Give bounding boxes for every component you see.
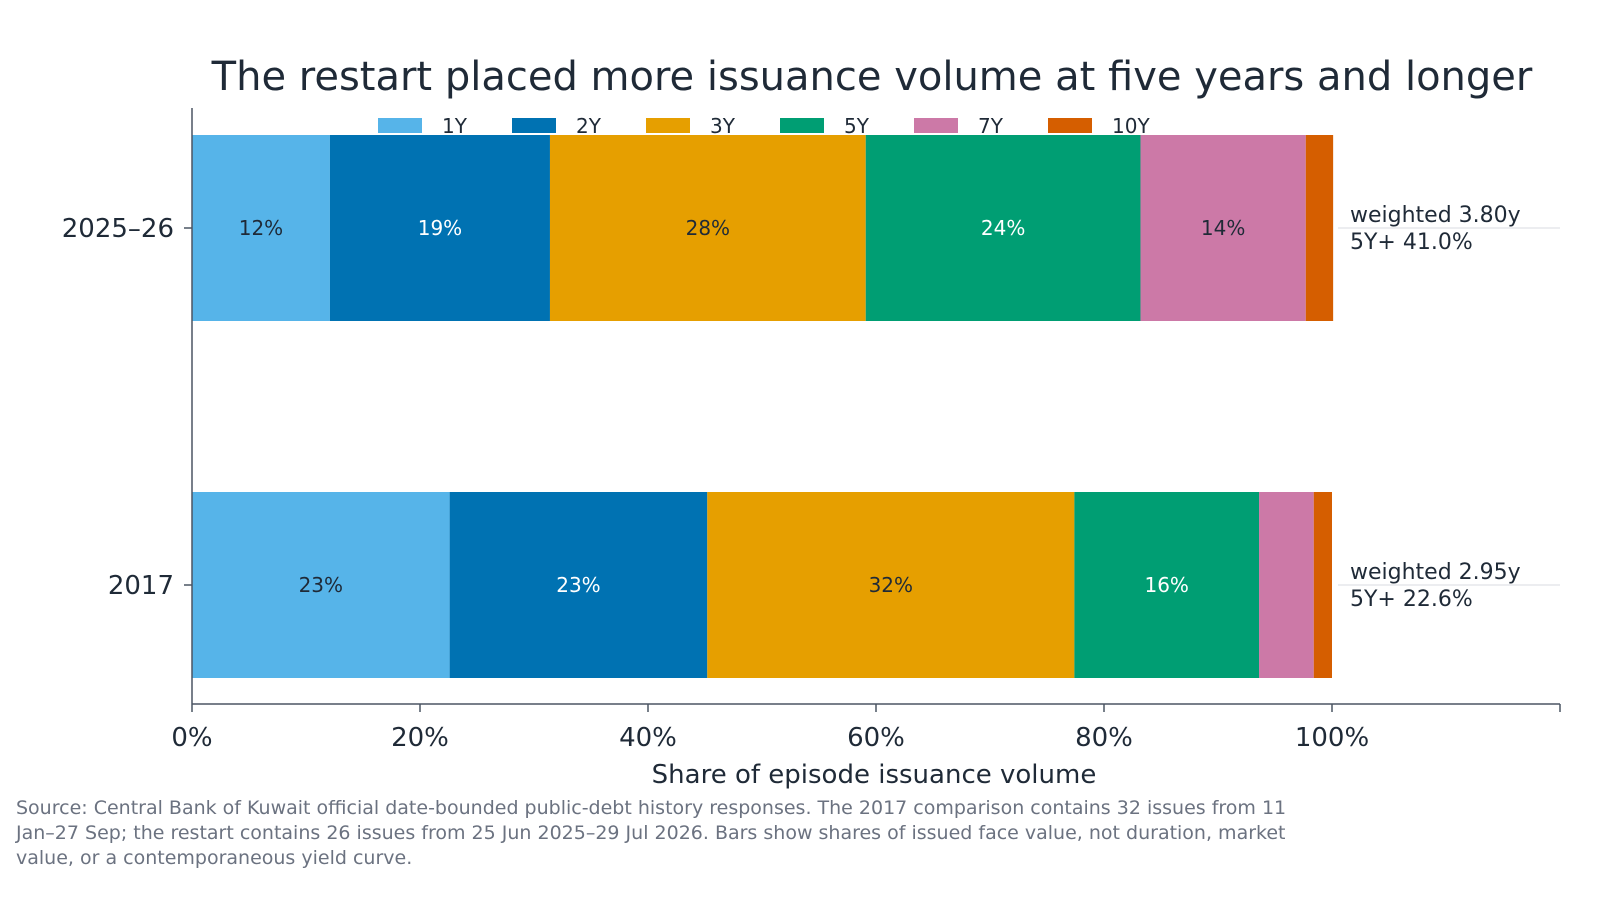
legend-swatch-2y: [512, 118, 556, 133]
source-note: Source: Central Bank of Kuwait official …: [16, 797, 1287, 869]
bar-segment-2y-1: [449, 492, 708, 678]
annotation-text: 5Y+ 41.0%: [1350, 230, 1473, 255]
legend-swatch-3y: [646, 118, 690, 133]
data-label: 32%: [869, 573, 913, 597]
chart-title: The restart placed more issuance volume …: [211, 54, 1533, 100]
bar-segment-2y-0: [329, 135, 550, 321]
legend-label: 7Y: [978, 114, 1004, 138]
y-tick-label: 2025–26: [62, 214, 174, 244]
legend-swatch-10y: [1048, 118, 1092, 133]
bar-segment-3y-0: [549, 135, 866, 321]
annotation-text: weighted 3.80y: [1350, 203, 1521, 228]
data-label: 24%: [981, 216, 1025, 240]
legend-swatch-5y: [780, 118, 824, 133]
legend: 1Y 2Y 3Y 5Y 7Y 10Y: [378, 114, 1150, 138]
bar-segment-7y-0: [1140, 135, 1306, 321]
y-tick-label: 2017: [108, 571, 174, 601]
x-tick-label: 0%: [171, 723, 212, 753]
bar-segment-10y-0: [1305, 135, 1334, 321]
legend-label: 1Y: [442, 114, 468, 138]
bar-segment-7y-1: [1259, 492, 1314, 678]
data-label: 23%: [556, 573, 600, 597]
legend-label: 3Y: [710, 114, 736, 138]
bar-segment-5y-0: [865, 135, 1141, 321]
data-label: 23%: [299, 573, 343, 597]
data-label: 28%: [686, 216, 730, 240]
bar-segment-1y-0: [192, 135, 330, 321]
legend-swatch-1y: [378, 118, 422, 133]
data-label: 16%: [1144, 573, 1188, 597]
annotation-text: weighted 2.95y: [1350, 560, 1521, 585]
x-tick-label: 40%: [619, 723, 677, 753]
bar-segment-10y-1: [1313, 492, 1332, 678]
bar-segment-1y-1: [192, 492, 450, 678]
x-tick-label: 80%: [1075, 723, 1133, 753]
annotation-text: 5Y+ 22.6%: [1350, 587, 1473, 612]
bar-segment-3y-1: [707, 492, 1075, 678]
legend-label: 10Y: [1112, 114, 1150, 138]
legend-swatch-7y: [914, 118, 958, 133]
bars: 12% 19% 28% 24% 14% 23% 23% 32% 16%: [192, 135, 1334, 678]
x-tick-label: 20%: [391, 723, 449, 753]
data-label: 12%: [239, 216, 283, 240]
x-axis-title: Share of episode issuance volume: [652, 760, 1097, 790]
x-tick-label: 100%: [1295, 723, 1369, 753]
bar-segment-5y-1: [1074, 492, 1260, 678]
x-tick-label: 60%: [847, 723, 905, 753]
axes: 0% 20% 40% 60% 80% 100% 2025–26 2017: [62, 108, 1561, 753]
legend-label: 2Y: [576, 114, 602, 138]
legend-label: 5Y: [844, 114, 870, 138]
data-label: 14%: [1201, 216, 1245, 240]
data-label: 19%: [418, 216, 462, 240]
